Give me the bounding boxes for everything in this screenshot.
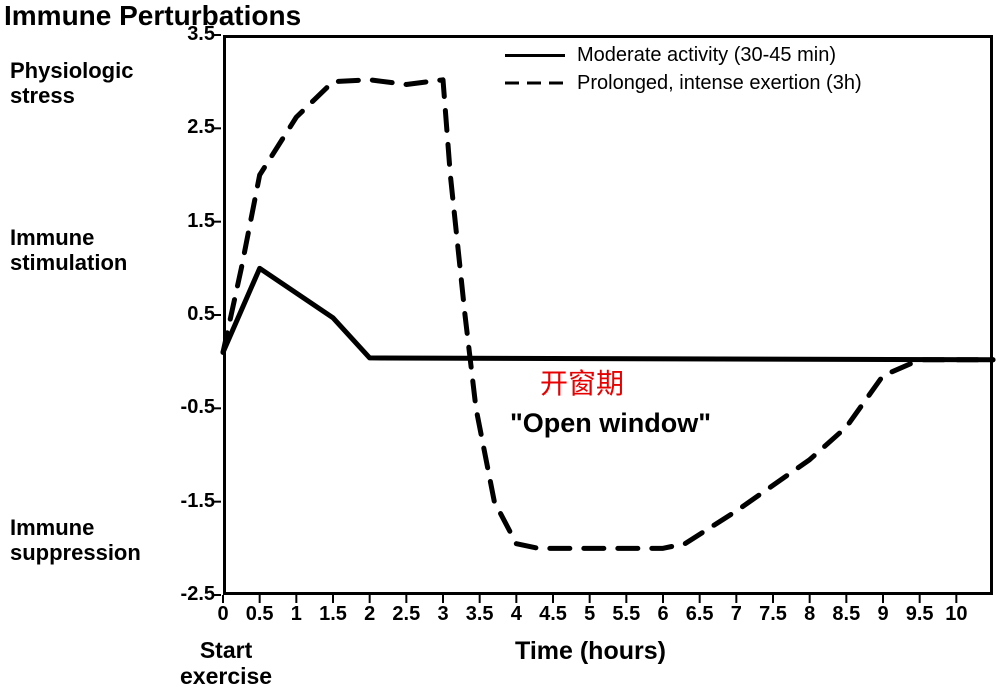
x-tick-label: 9: [877, 603, 888, 626]
x-tick-label: 3: [437, 603, 448, 626]
x-tick-label: 9.5: [906, 603, 934, 626]
legend-line-moderate: [505, 54, 565, 57]
x-tick-label: 0: [217, 603, 228, 626]
start-exercise-label: Startexercise: [180, 637, 272, 690]
legend-label-prolonged: Prolonged, intense exertion (3h): [577, 72, 862, 95]
x-tick-label: 5: [584, 603, 595, 626]
legend: Moderate activity (30-45 min) Prolonged,…: [505, 44, 983, 106]
y-tick-label: 1.5: [187, 210, 215, 233]
y-tick-label: -0.5: [181, 396, 215, 419]
y-tick-label: -2.5: [181, 583, 215, 606]
x-tick-label: 1: [291, 603, 302, 626]
x-tick-label: 4.5: [539, 603, 567, 626]
legend-label-moderate: Moderate activity (30-45 min): [577, 44, 836, 67]
x-tick-label: 8: [804, 603, 815, 626]
x-tick-label: 5.5: [612, 603, 640, 626]
y-tick-label: 3.5: [187, 23, 215, 46]
series-moderate: [223, 268, 993, 359]
annotation-open-window: "Open window": [510, 408, 711, 439]
legend-line-prolonged: [505, 81, 565, 85]
x-axis-label: Time (hours): [515, 637, 666, 666]
x-tick-label: 4: [511, 603, 522, 626]
series-prolonged: [223, 80, 993, 549]
x-tick-label: 2.5: [392, 603, 420, 626]
y-tick-label: 2.5: [187, 116, 215, 139]
x-tick-label: 7.5: [759, 603, 787, 626]
x-tick-label: 2: [364, 603, 375, 626]
y-tick-label: -1.5: [181, 490, 215, 513]
x-tick-label: 8.5: [832, 603, 860, 626]
x-tick-label: 1.5: [319, 603, 347, 626]
x-tick-label: 3.5: [466, 603, 494, 626]
x-tick-label: 0.5: [246, 603, 274, 626]
x-tick-label: 6: [657, 603, 668, 626]
annotation-open-window-cn: 开窗期: [540, 362, 624, 402]
x-tick-label: 10: [945, 603, 967, 626]
x-tick-label: 6.5: [686, 603, 714, 626]
y-tick-label: 0.5: [187, 303, 215, 326]
x-tick-label: 7: [731, 603, 742, 626]
